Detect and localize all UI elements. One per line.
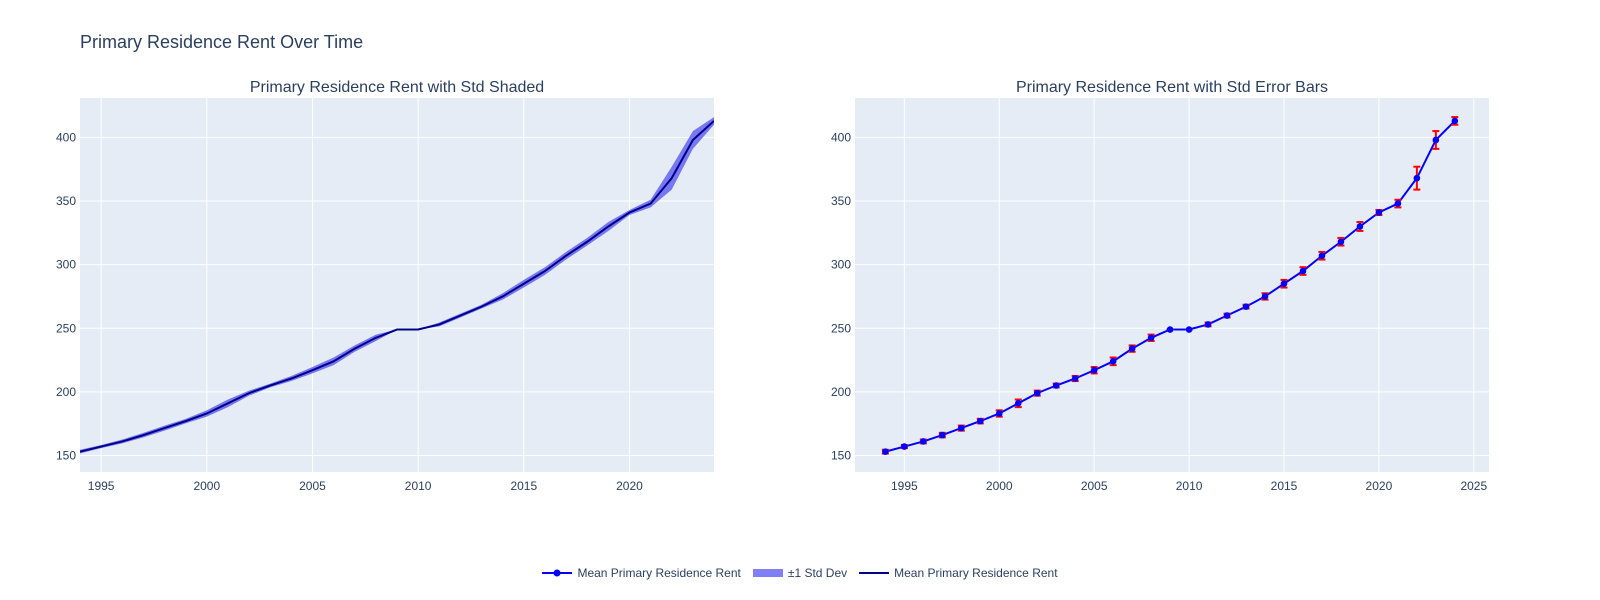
legend-band-swatch — [752, 569, 783, 577]
legend-markers-swatch — [542, 569, 573, 577]
data-point — [882, 448, 889, 455]
data-point — [1242, 303, 1250, 310]
data-point — [1147, 334, 1155, 342]
data-point — [1128, 345, 1136, 352]
data-point — [1185, 326, 1193, 333]
data-point — [1375, 209, 1383, 216]
data-point — [1451, 117, 1459, 125]
legend-item-line[interactable]: Mean Primary Residence Rent — [859, 566, 1058, 580]
plot-series-group — [80, 117, 714, 454]
y-tick-label: 400 — [831, 130, 851, 144]
data-point — [1432, 136, 1440, 144]
data-point — [1204, 321, 1212, 328]
data-point — [1413, 174, 1421, 182]
data-point — [957, 424, 965, 432]
subplot-title: Primary Residence Rent with Std Shaded — [250, 79, 544, 96]
x-tick-label: 1995 — [88, 479, 115, 493]
y-tick-label: 350 — [831, 194, 851, 208]
x-tick-label: 2015 — [1271, 479, 1298, 493]
x-tick-label: 2020 — [616, 479, 643, 493]
y-tick-label: 200 — [56, 385, 76, 399]
x-tick-label: 2015 — [510, 479, 537, 493]
data-point — [901, 443, 908, 450]
plot-area — [80, 98, 714, 472]
data-point — [1071, 375, 1079, 382]
data-point — [1337, 238, 1345, 246]
data-point — [1052, 382, 1060, 389]
y-tick-label: 200 — [831, 385, 851, 399]
mean-line — [80, 120, 714, 453]
subplot-title: Primary Residence Rent with Std Error Ba… — [1016, 79, 1328, 96]
y-tick-label: 150 — [56, 448, 76, 462]
data-point — [976, 417, 984, 425]
chart-error-bars: Primary Residence Rent with Std Error Ba… — [831, 79, 1489, 493]
data-point — [1356, 223, 1364, 230]
y-tick-label: 300 — [831, 258, 851, 272]
x-tick-label: 1995 — [891, 479, 918, 493]
x-tick-label: 2020 — [1366, 479, 1393, 493]
y-tick-label: 350 — [56, 194, 76, 208]
y-tick-label: 300 — [56, 258, 76, 272]
data-point — [1394, 200, 1402, 207]
y-tick-label: 400 — [56, 130, 76, 144]
x-tick-label: 2005 — [299, 479, 326, 493]
data-point — [1299, 267, 1307, 275]
data-point — [1280, 280, 1288, 288]
y-tick-label: 250 — [831, 321, 851, 335]
x-tick-label: 2025 — [1460, 479, 1487, 493]
x-tick-label: 2000 — [986, 479, 1013, 493]
legend-label-band: ±1 Std Dev — [787, 566, 848, 580]
legend-item-band[interactable]: ±1 Std Dev — [752, 566, 848, 580]
data-point — [1261, 293, 1269, 300]
legend-label-line: Mean Primary Residence Rent — [894, 566, 1058, 580]
data-point — [920, 438, 927, 445]
x-tick-label: 2010 — [405, 479, 432, 493]
data-point — [1109, 358, 1117, 365]
legend-item-markers[interactable]: Mean Primary Residence Rent — [542, 566, 741, 580]
y-tick-label: 150 — [831, 448, 851, 462]
x-tick-label: 2010 — [1176, 479, 1203, 493]
data-point — [1318, 252, 1326, 260]
legend: Mean Primary Residence Rent ±1 Std Dev M… — [0, 566, 1600, 580]
y-tick-label: 250 — [56, 321, 76, 335]
legend-label-markers: Mean Primary Residence Rent — [577, 566, 741, 580]
x-tick-label: 2005 — [1081, 479, 1108, 493]
data-point — [1014, 400, 1022, 407]
data-point — [995, 410, 1003, 417]
data-point — [1166, 326, 1174, 333]
legend-line-swatch — [859, 572, 890, 574]
data-point — [1033, 389, 1041, 397]
x-tick-label: 2000 — [193, 479, 220, 493]
data-point — [1090, 366, 1098, 374]
plot-series-group — [881, 116, 1459, 455]
chart-main-title: Primary Residence Rent Over Time — [80, 32, 364, 52]
data-point — [939, 431, 946, 439]
chart-shaded: Primary Residence Rent with Std Shaded 19… — [56, 79, 714, 493]
plot-area — [855, 98, 1489, 472]
data-point — [1223, 312, 1231, 319]
